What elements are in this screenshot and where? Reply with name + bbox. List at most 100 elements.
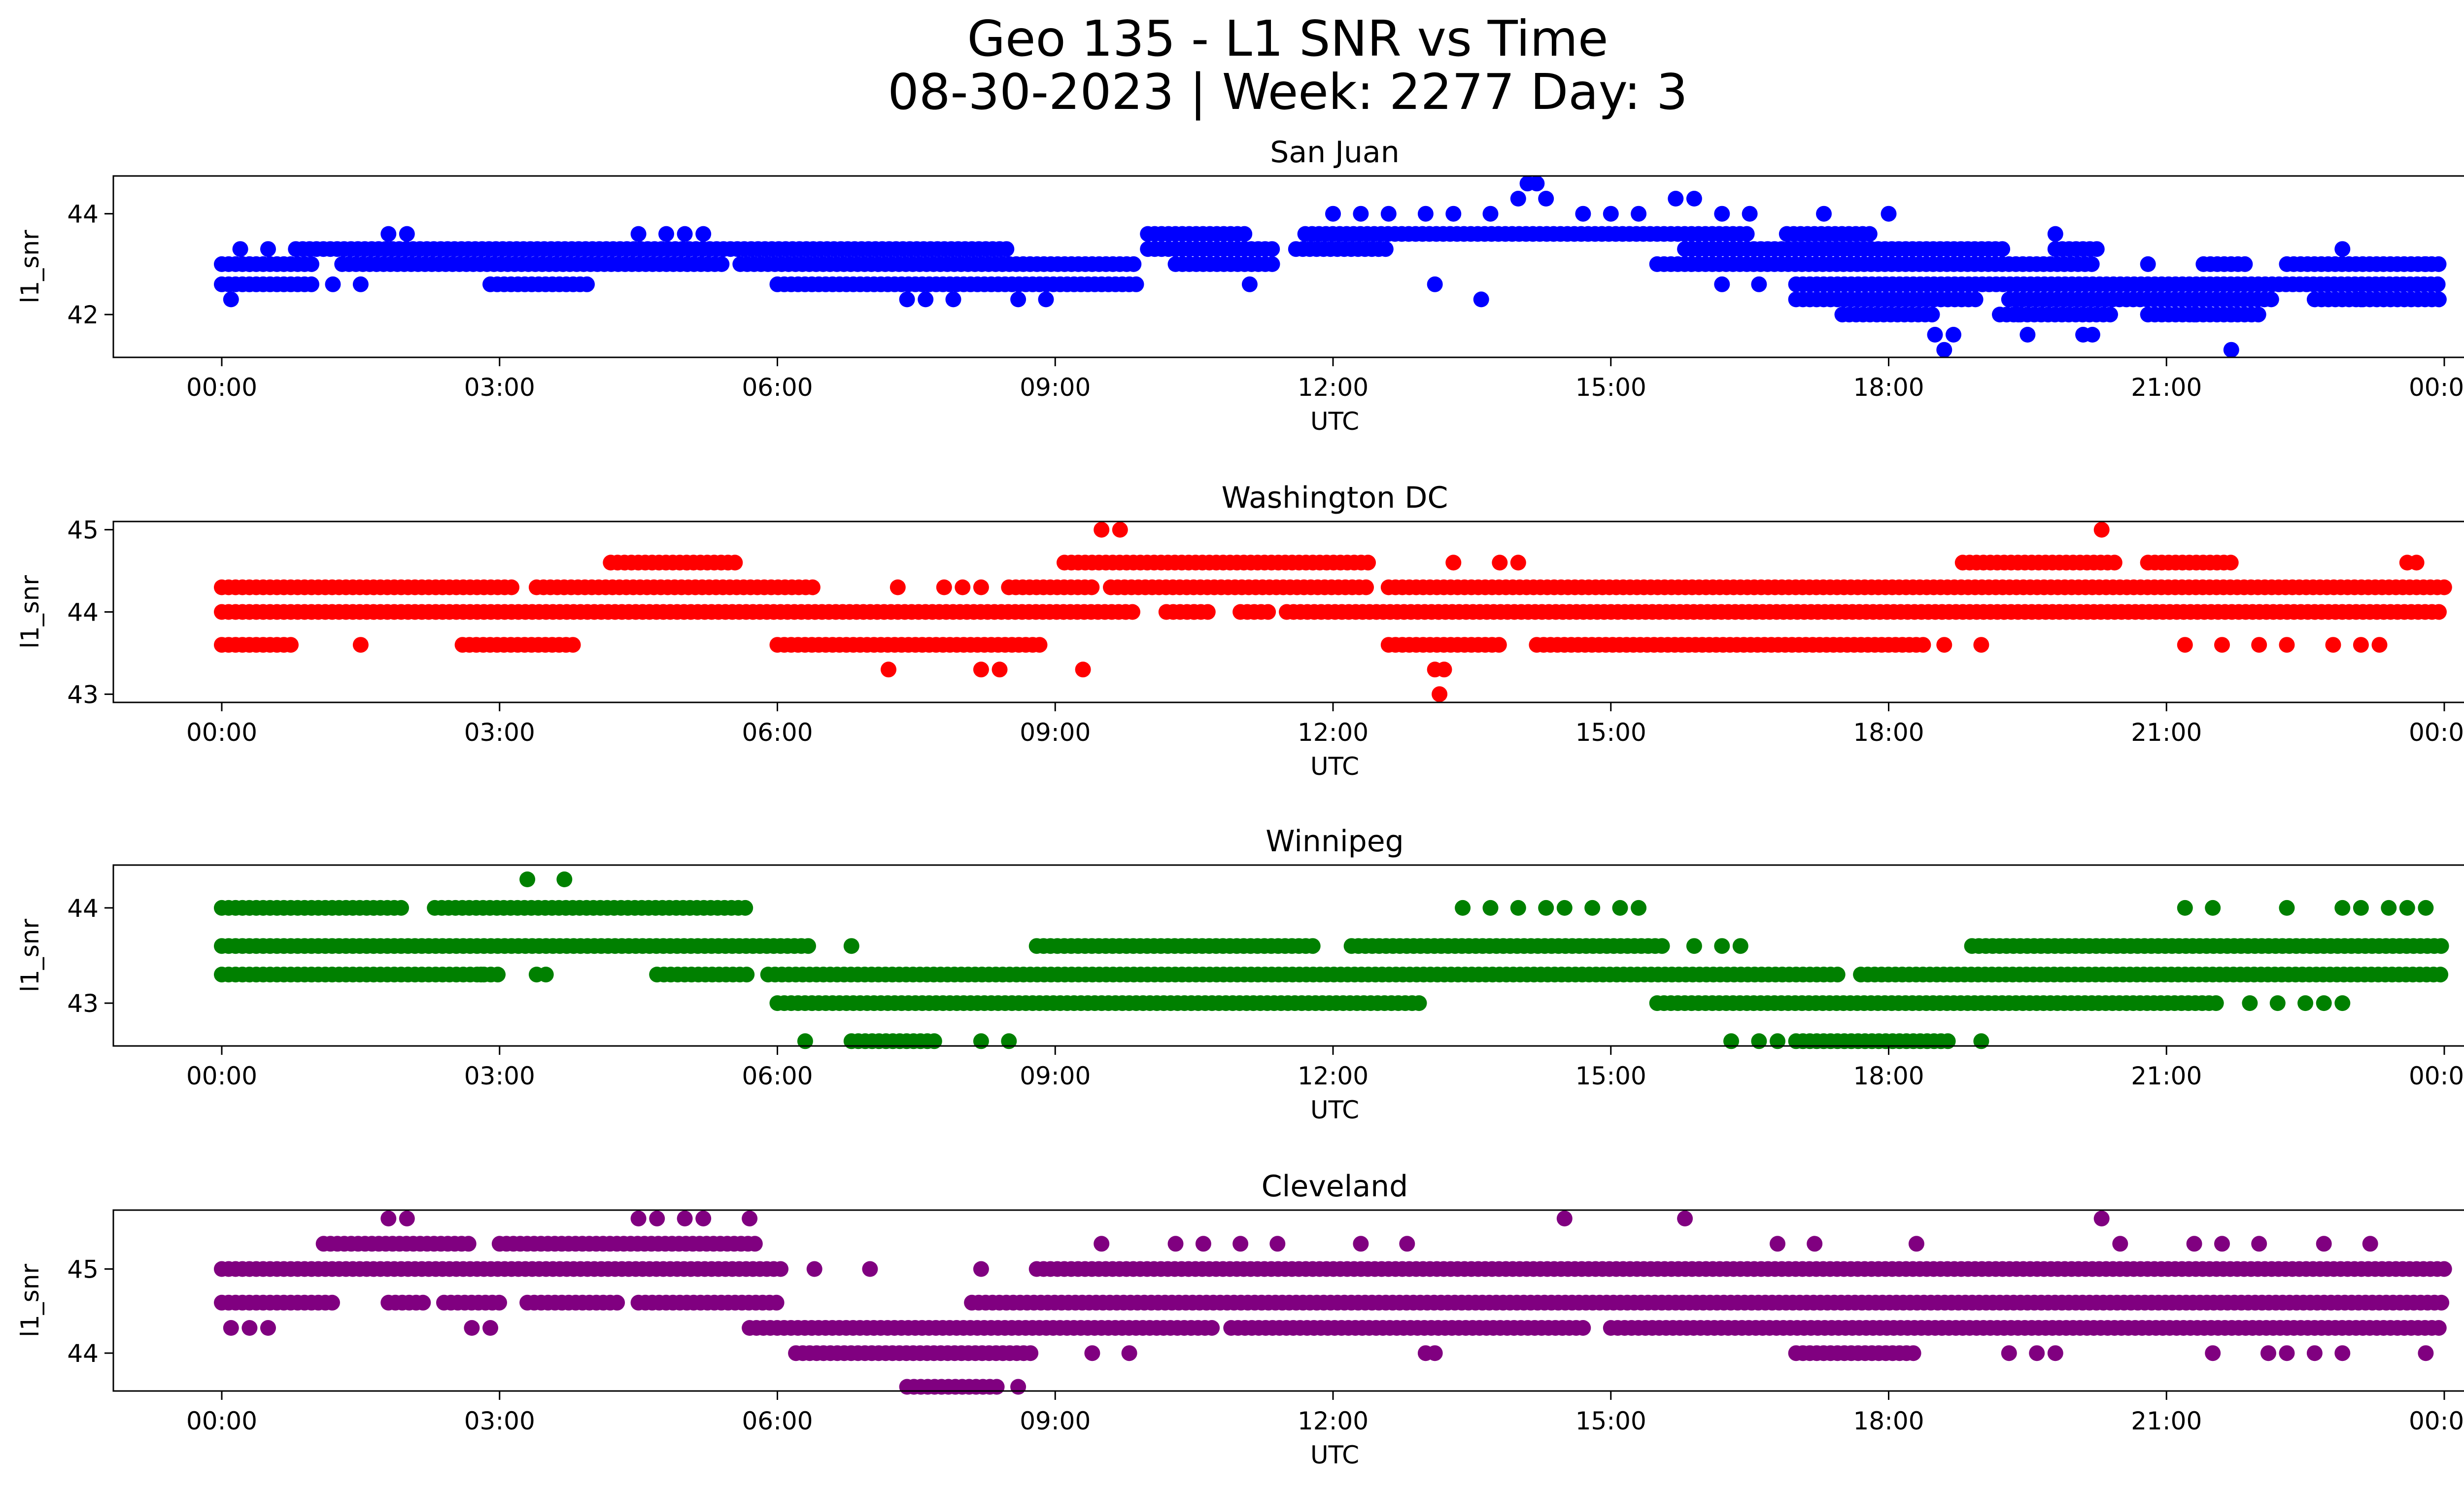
- data-point: [1556, 1211, 1573, 1227]
- data-point: [556, 871, 573, 887]
- x-tick-label: 18:00: [1853, 373, 1924, 402]
- data-point: [2418, 900, 2434, 916]
- data-point: [2177, 900, 2193, 916]
- data-point: [1742, 206, 1758, 222]
- data-point: [1770, 1033, 1785, 1049]
- data-point: [2047, 1345, 2063, 1361]
- chart-panel-1: Washington DC 00:00 03:00 06:00 09:00 12:00 15…: [16, 481, 2464, 781]
- data-point: [881, 661, 896, 678]
- data-point: [2381, 900, 2397, 916]
- data-point: [1603, 206, 1619, 222]
- x-tick-label: 00:00: [186, 373, 257, 402]
- data-point: [2279, 900, 2295, 916]
- data-point: [973, 1261, 989, 1277]
- x-tick-label: 12:00: [1298, 718, 1369, 747]
- data-point: [2019, 327, 2036, 343]
- data-point: [579, 276, 595, 292]
- data-point: [482, 1320, 498, 1336]
- data-point: [1739, 226, 1755, 242]
- data-point: [352, 637, 369, 653]
- data-point: [2001, 1345, 2017, 1361]
- data-point: [1473, 291, 1489, 308]
- data-point: [2269, 995, 2286, 1011]
- x-tick-label: 06:00: [742, 373, 813, 402]
- data-point: [2186, 307, 2202, 323]
- data-point: [2106, 555, 2122, 571]
- data-point: [1927, 327, 1943, 343]
- data-point: [519, 871, 536, 887]
- data-point: [2242, 995, 2258, 1011]
- data-point: [1482, 900, 1499, 916]
- data-point: [223, 291, 239, 308]
- x-tick-label: 12:00: [1298, 373, 1369, 402]
- data-point: [2029, 1345, 2045, 1361]
- data-point: [2316, 995, 2332, 1011]
- data-point: [1186, 604, 1202, 620]
- data-point: [973, 579, 989, 595]
- data-point: [1353, 206, 1369, 222]
- data-point: [1510, 191, 1526, 207]
- data-point: [304, 276, 319, 292]
- data-point: [352, 276, 369, 292]
- data-point: [1377, 241, 1394, 257]
- data-point: [241, 256, 258, 272]
- data-point: [989, 1379, 1005, 1395]
- data-point: [1325, 206, 1341, 222]
- data-point: [2362, 1236, 2378, 1252]
- data-point: [1905, 1345, 1921, 1361]
- data-point: [1967, 291, 1984, 308]
- data-point: [2084, 256, 2100, 272]
- data-point: [2306, 1345, 2323, 1361]
- data-point: [1714, 206, 1730, 222]
- data-point: [1714, 938, 1730, 954]
- data-point: [2205, 900, 2221, 916]
- x-tick-label: 00:00: [2409, 1407, 2464, 1435]
- x-tick-label: 09:00: [1020, 718, 1091, 747]
- data-point: [955, 579, 971, 595]
- plot-frame: [112, 1209, 2464, 1392]
- data-point: [1126, 256, 1142, 272]
- data-point: [677, 226, 693, 242]
- data-point: [1264, 241, 1280, 257]
- data-point: [1510, 900, 1526, 916]
- data-point: [747, 1236, 763, 1252]
- data-point: [490, 967, 506, 983]
- data-point: [415, 1294, 431, 1311]
- data-point: [565, 637, 581, 653]
- data-point: [2214, 637, 2230, 653]
- data-point: [1264, 256, 1280, 272]
- data-point: [325, 276, 341, 292]
- data-point: [1686, 938, 1702, 954]
- data-point: [1654, 938, 1670, 954]
- y-tick-label: 44: [67, 1339, 99, 1368]
- data-point: [677, 1211, 693, 1227]
- data-point: [1575, 1320, 1591, 1336]
- data-point: [538, 967, 554, 983]
- data-point: [2334, 1345, 2351, 1361]
- y-tick-label: 44: [67, 598, 99, 627]
- data-point: [1427, 1345, 1443, 1361]
- data-point: [2279, 637, 2295, 653]
- data-point: [1432, 686, 1448, 702]
- data-point: [1010, 1379, 1027, 1395]
- chart-panel-2: Winnipeg 00:00 03:00 06:00 09:00 12:00 15:00 18…: [16, 824, 2464, 1124]
- panel-title: San Juan: [1270, 135, 1399, 170]
- data-point: [1908, 1236, 1924, 1252]
- data-point: [2353, 637, 2369, 653]
- data-point: [1686, 191, 1702, 207]
- data-point: [1668, 191, 1684, 207]
- data-point: [2430, 291, 2447, 308]
- data-point: [1455, 900, 1471, 916]
- data-point: [773, 1261, 788, 1277]
- data-point: [241, 1320, 258, 1336]
- data-point: [797, 1033, 813, 1049]
- data-point: [2237, 256, 2253, 272]
- data-point: [737, 900, 753, 916]
- x-tick-label: 00:00: [186, 1062, 257, 1090]
- data-points: [214, 175, 2447, 358]
- data-point: [609, 1294, 625, 1311]
- x-tick-label: 09:00: [1020, 1407, 1091, 1435]
- plot-frame: [112, 175, 2464, 358]
- data-point: [2214, 1236, 2230, 1252]
- data-point: [2251, 637, 2267, 653]
